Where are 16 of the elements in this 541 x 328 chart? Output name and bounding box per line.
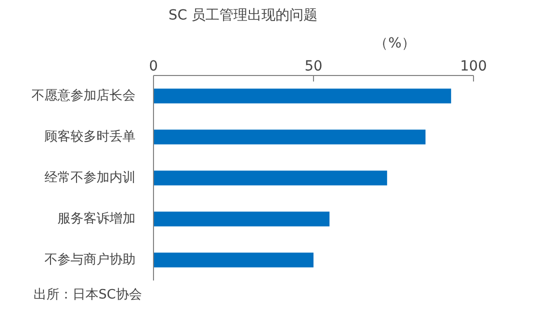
bar [154, 212, 330, 226]
x-tick-label: 0 [149, 58, 158, 74]
y-tick-label: 经常不参加内训 [44, 170, 136, 186]
bar [154, 170, 388, 186]
y-tick-label: 不愿意参加店长会 [32, 88, 136, 104]
y-tick-label: 服务客诉增加 [58, 210, 136, 226]
bar [154, 88, 452, 104]
x-axis-title: （%） [374, 36, 416, 52]
chart-title: SC 员工管理出现的问题 [168, 8, 318, 24]
x-tick-label: 100 [460, 58, 487, 74]
y-tick-label: 顾客较多时丢单 [44, 128, 136, 144]
y-tick-label: 不参与商户协助 [44, 252, 136, 268]
text: 出所：日本SC协会 [34, 288, 142, 302]
x-tick-label: 50 [304, 58, 322, 74]
bar [154, 252, 314, 268]
bar [154, 130, 426, 144]
